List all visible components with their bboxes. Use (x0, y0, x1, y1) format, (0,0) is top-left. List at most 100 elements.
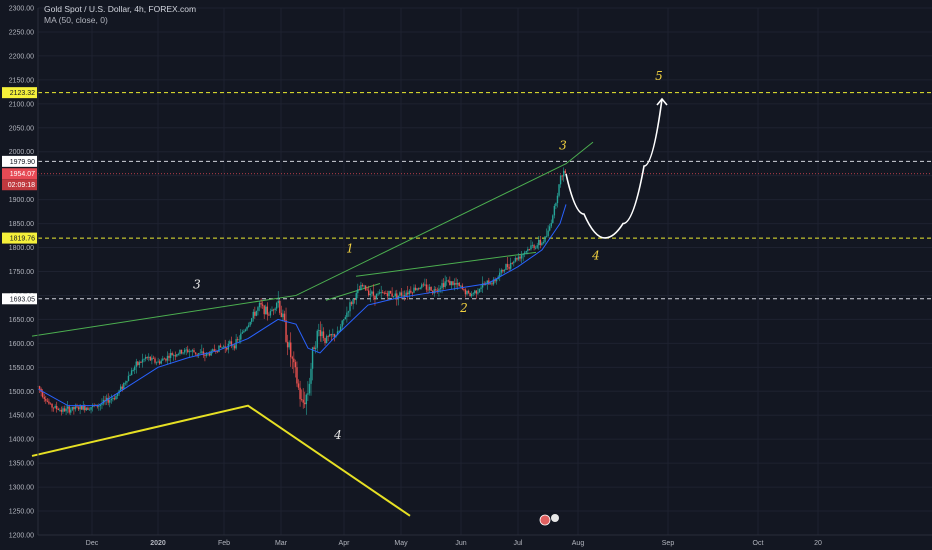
trendline-rising-channel-top (31, 141, 594, 337)
candle (527, 249, 529, 252)
x-tick-label: Apr (339, 540, 351, 547)
symbol-title[interactable]: Gold Spot / U.S. Dollar, 4h, FOREX.com (44, 4, 197, 14)
y-tick-label: 1250.00 (9, 509, 34, 516)
yellow-wave-line (31, 404, 411, 517)
candle (422, 284, 425, 286)
candle (197, 353, 200, 355)
candle (268, 314, 270, 316)
candle (346, 312, 348, 318)
projection-path (565, 98, 663, 239)
candle (41, 392, 44, 398)
candle (464, 289, 467, 295)
candle (179, 349, 181, 354)
candle (548, 226, 551, 231)
candle (258, 302, 261, 308)
x-tick-label: Aug (572, 540, 585, 547)
candle (99, 404, 102, 406)
candle (421, 284, 423, 288)
candle (48, 401, 50, 404)
candle (269, 311, 272, 316)
candle (559, 175, 562, 185)
y-tick-label: 1450.00 (9, 413, 34, 420)
candle (79, 405, 81, 410)
candle (180, 349, 183, 354)
candle (341, 320, 343, 327)
candle (260, 302, 262, 305)
candle (439, 287, 442, 289)
candle (489, 283, 492, 285)
price-levels (38, 92, 932, 300)
trendline-resistance-line (355, 251, 537, 277)
candle (160, 360, 162, 364)
candle (166, 355, 169, 361)
candle (564, 170, 566, 174)
y-tick-label: 1600.00 (9, 341, 34, 348)
candle (208, 353, 211, 356)
candle (382, 292, 384, 293)
candle (126, 381, 128, 383)
candle (477, 292, 479, 294)
candle (63, 408, 66, 412)
candle (113, 398, 116, 400)
candle (199, 352, 201, 354)
candle (364, 285, 367, 290)
candle (277, 300, 279, 304)
candle (347, 311, 350, 313)
candle (219, 345, 222, 348)
candle (311, 347, 314, 369)
candle (305, 394, 308, 405)
candle (378, 292, 381, 294)
candle (338, 330, 340, 332)
candle (438, 288, 440, 292)
candle (339, 326, 342, 331)
candle (265, 306, 267, 315)
wave-label: 5 (655, 69, 663, 83)
candle (57, 409, 59, 410)
candle (433, 289, 435, 294)
candle (84, 405, 86, 411)
candle (300, 399, 303, 400)
candle (411, 292, 414, 294)
candle (402, 295, 404, 297)
candle (380, 292, 382, 293)
candle (492, 279, 495, 285)
candle (124, 382, 127, 384)
candle (333, 334, 336, 337)
x-tick-label: May (394, 540, 408, 547)
indicator-legend[interactable]: MA (50, close, 0) (44, 15, 108, 25)
candle (528, 249, 531, 250)
candle (204, 355, 206, 356)
candle (308, 383, 311, 394)
candle (110, 398, 113, 401)
candle (247, 325, 250, 328)
candle (90, 407, 92, 410)
candle (163, 358, 166, 360)
y-tick-label: 1750.00 (9, 269, 34, 276)
candle (405, 292, 407, 296)
candle (302, 399, 304, 403)
y-tick-label: 2000.00 (9, 149, 34, 156)
candle (389, 290, 392, 294)
candle (470, 293, 473, 297)
candle (446, 280, 448, 282)
candle (82, 405, 84, 410)
candle (252, 311, 254, 319)
candle (531, 245, 534, 246)
candle (522, 254, 524, 255)
candle (327, 336, 329, 337)
price-axis: 1200.00 1250.00 1300.00 1350.00 1400.00 1450.… (2, 6, 37, 540)
candle (168, 355, 170, 358)
candle (141, 359, 144, 363)
candle (408, 290, 410, 295)
candle (244, 329, 247, 332)
candle (509, 262, 512, 269)
y-tick-label: 1850.00 (9, 221, 34, 228)
price-tag-label: 1979.90 (10, 159, 35, 166)
candle (506, 264, 509, 268)
candle (321, 331, 323, 337)
candle (135, 361, 137, 367)
candle (221, 347, 223, 348)
candle (257, 307, 259, 311)
candle (539, 239, 542, 246)
